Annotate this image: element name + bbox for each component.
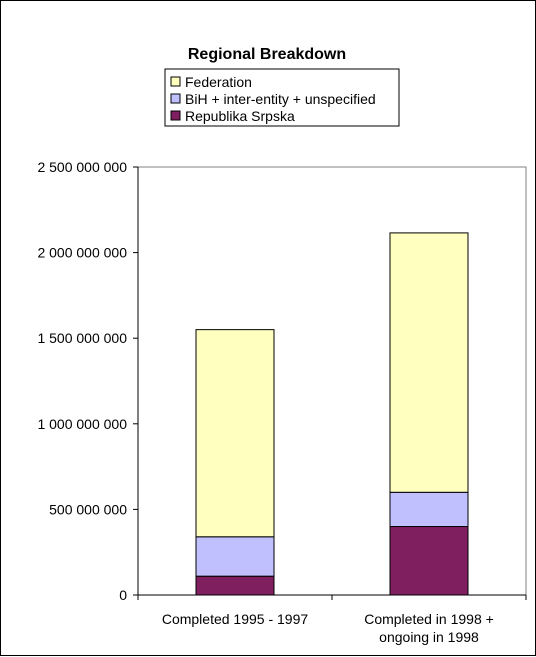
chart-title: Regional Breakdown	[188, 46, 346, 63]
x-category-label-line: ongoing in 1998	[379, 629, 479, 645]
x-category-label: Completed 1995 - 1997	[162, 611, 309, 627]
y-tick-label: 0	[119, 587, 127, 603]
bar-segment-bih-inter-entity-unspecified	[389, 491, 469, 528]
x-axis: Completed 1995 - 1997 Completed in 1998 +…	[137, 594, 527, 645]
y-tick-label: 2 500 000 000	[37, 159, 127, 175]
legend-box	[164, 68, 400, 127]
bar-segment-bih-inter-entity-unspecified	[195, 536, 275, 577]
bars	[195, 232, 469, 596]
y-axis: 0 500 000 000 1 000 000 000 1 500 000 000 2 …	[37, 159, 139, 603]
legend-label: Federation	[185, 74, 252, 90]
legend-swatch	[170, 93, 181, 104]
x-category-label-line: Completed in 1998 +	[364, 611, 494, 627]
x-category-label-line: Completed 1995 - 1997	[162, 611, 309, 627]
bar-segment-republika-srpska	[195, 575, 275, 596]
bar-segment-federation	[195, 329, 275, 538]
y-tick-label: 500 000 000	[49, 501, 127, 517]
legend-swatch	[170, 110, 181, 121]
legend-label: BiH + inter-entity + unspecified	[185, 91, 376, 107]
y-tick-label: 2 000 000 000	[37, 245, 127, 261]
bar-segment-republika-srpska	[389, 526, 469, 596]
y-tick-label: 1 000 000 000	[37, 416, 127, 432]
x-category-label: Completed in 1998 + ongoing in 1998	[364, 611, 494, 645]
bar-segment-federation	[389, 232, 469, 493]
legend-swatch	[170, 76, 181, 87]
y-tick-label: 1 500 000 000	[37, 330, 127, 346]
legend-label: Republika Srpska	[185, 108, 295, 124]
